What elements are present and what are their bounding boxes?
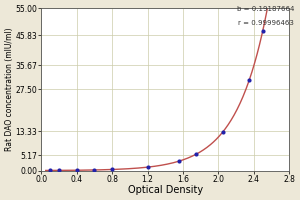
Point xyxy=(194,153,199,156)
X-axis label: Optical Density: Optical Density xyxy=(128,185,203,195)
Text: r = 0.99996463: r = 0.99996463 xyxy=(238,20,294,26)
Point xyxy=(145,166,150,169)
Y-axis label: Rat DAO concentration (mIU/ml): Rat DAO concentration (mIU/ml) xyxy=(5,28,14,151)
Point xyxy=(74,169,79,172)
Point xyxy=(110,168,115,171)
Point xyxy=(247,78,252,81)
Point xyxy=(92,168,97,172)
Point xyxy=(48,169,52,172)
Point xyxy=(260,30,265,33)
Text: b = 0.19187664: b = 0.19187664 xyxy=(237,6,294,12)
Point xyxy=(176,160,181,163)
Point xyxy=(220,130,225,134)
Point xyxy=(57,169,62,172)
